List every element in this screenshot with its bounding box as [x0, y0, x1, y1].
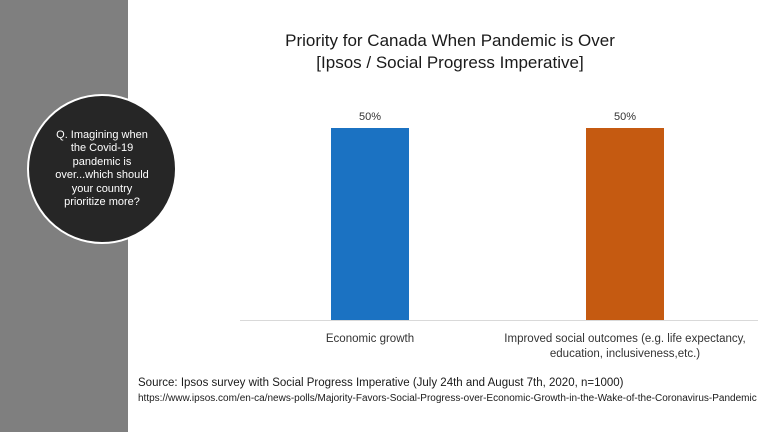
question-text: Q. Imagining when the Covid-19 pandemic …	[55, 128, 149, 209]
chart-title-line-1: Priority for Canada When Pandemic is Ove…	[285, 31, 615, 50]
data-label-2: 50%	[614, 111, 636, 123]
category-label-2-line-2: education, inclusiveness,etc.)	[550, 348, 700, 360]
chart-title: Priority for Canada When Pandemic is Ove…	[250, 30, 650, 74]
bar-2	[586, 128, 664, 320]
source-text: Source: Ipsos survey with Social Progres…	[138, 377, 624, 389]
category-label-1-line-1: Economic growth	[326, 333, 414, 345]
source-note: Source: Ipsos survey with Social Progres…	[138, 377, 758, 404]
data-label-1: 50%	[359, 111, 381, 123]
chart-title-line-2: [Ipsos / Social Progress Imperative]	[316, 53, 584, 72]
question-circle: Q. Imagining when the Covid-19 pandemic …	[27, 94, 177, 244]
bar-1	[331, 128, 409, 320]
category-label-2-line-1: Improved social outcomes (e.g. life expe…	[504, 333, 745, 345]
source-url[interactable]: https://www.ipsos.com/en-ca/news-polls/M…	[138, 393, 757, 404]
